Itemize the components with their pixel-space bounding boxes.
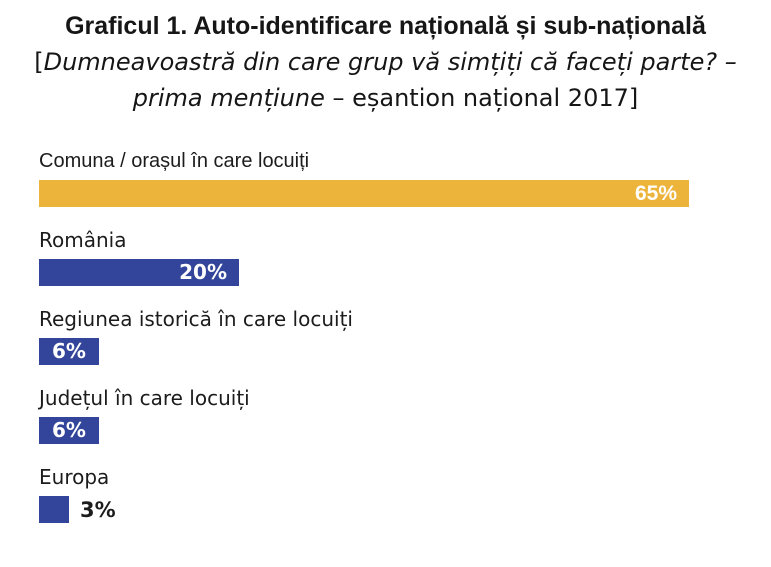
category-label-europa: Europa: [39, 465, 110, 489]
value-label-romania: 20%: [179, 260, 227, 284]
bar-row-regiunea: Regiunea istorică în care locuiți 6%: [39, 306, 739, 365]
bar-line-judetul: 6%: [39, 417, 739, 444]
bar-europa: [39, 496, 69, 523]
category-label-comuna: Comuna / orașul în care locuiți: [39, 150, 310, 172]
subtitle-question-text: Dumneavoastră din care grup vă simțiți c…: [43, 48, 737, 76]
value-label-judetul: 6%: [52, 418, 86, 442]
subtitle-prima-mentiune: prima mențiune: [132, 84, 325, 112]
bar-row-europa: Europa 3%: [39, 464, 739, 523]
bar-row-romania: România 20%: [39, 227, 739, 286]
value-label-comuna: 65%: [634, 182, 677, 205]
chart-subtitle-line2: prima mențiune – eșantion național 2017]: [0, 80, 771, 116]
category-label-romania: România: [39, 228, 127, 252]
bar-regiunea: 6%: [39, 338, 99, 365]
value-label-regiunea: 6%: [52, 339, 86, 363]
category-label-regiunea: Regiunea istorică în care locuiți: [39, 307, 353, 331]
bar-line-europa: 3%: [39, 496, 739, 523]
value-label-europa: 3%: [80, 497, 116, 522]
bar-romania: 20%: [39, 259, 239, 286]
bar-judetul: 6%: [39, 417, 99, 444]
category-label-judetul: Județul în care locuiți: [39, 386, 250, 410]
subtitle-open-bracket: [: [34, 48, 44, 76]
bar-chart: Comuna / orașul în care locuiți 65% Româ…: [39, 148, 739, 543]
chart-subtitle-line1: [Dumneavoastră din care grup vă simțiți …: [0, 44, 771, 80]
subtitle-sample-note: – eșantion național 2017]: [324, 84, 639, 112]
chart-title: Graficul 1. Auto-identificare națională …: [65, 12, 706, 40]
bar-row-comuna: Comuna / orașul în care locuiți 65%: [39, 148, 739, 207]
bar-line-comuna: 65%: [39, 180, 739, 207]
chart-header: Graficul 1. Auto-identificare națională …: [0, 0, 771, 116]
bar-row-judetul: Județul în care locuiți 6%: [39, 385, 739, 444]
bar-line-romania: 20%: [39, 259, 739, 286]
bar-line-regiunea: 6%: [39, 338, 739, 365]
bar-comuna: 65%: [39, 180, 689, 207]
